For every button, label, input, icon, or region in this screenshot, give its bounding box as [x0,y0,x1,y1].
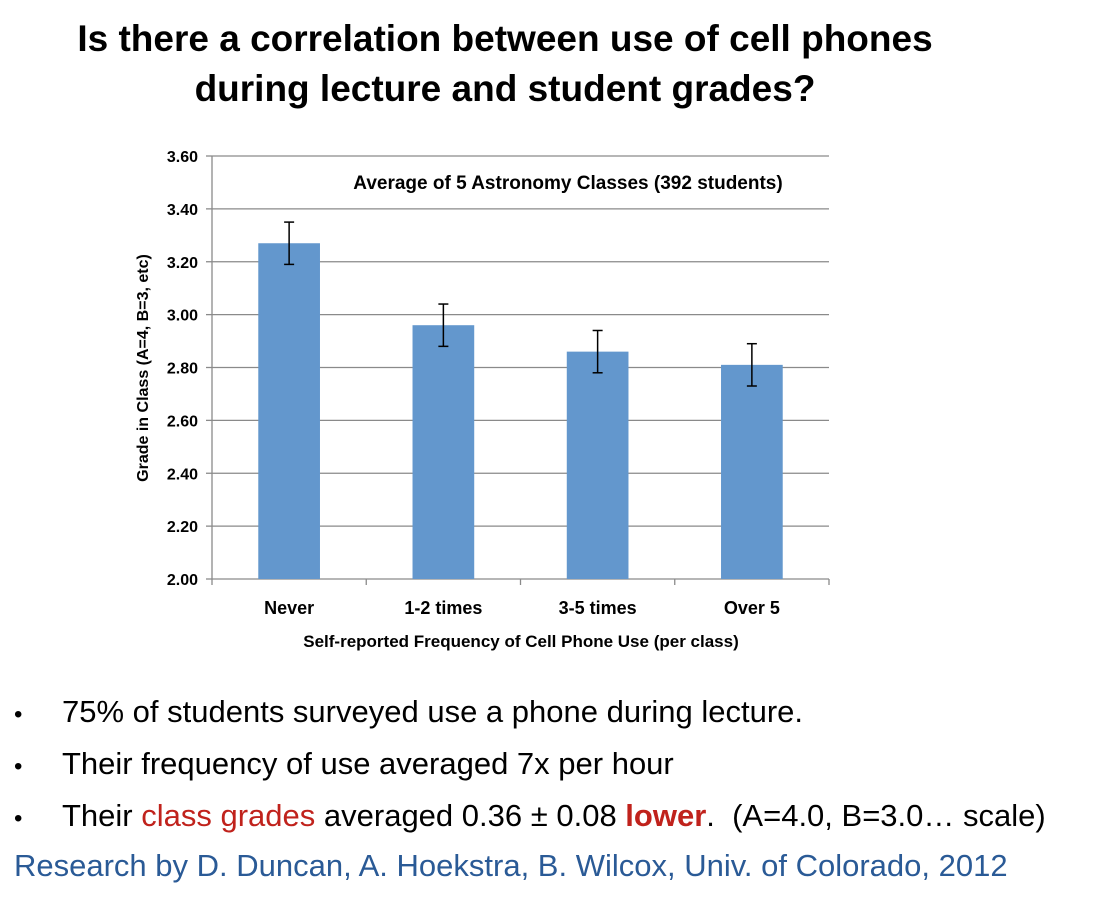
x-tick-label: 1-2 times [404,598,482,618]
bullet-item: • Their frequency of use averaged 7x per… [14,746,1094,798]
y-tick-label: 3.00 [167,308,198,325]
y-axis-label: Grade in Class (A=4, B=3, etc) [135,254,152,482]
y-tick-label: 3.20 [167,255,198,272]
bullet-suffix: . (A=4.0, B=3.0… scale) [706,798,1046,833]
bullet-middle: averaged 0.36 ± 0.08 [315,798,626,833]
bar-chart: 2.00 2.20 2.40 2.60 2.80 3.00 3.20 3.40 3.60 Nev… [135,149,830,651]
bullet-dot: • [14,701,23,728]
bullet-dot: • [14,753,23,780]
x-axis-label: Self-reported Frequency of Cell Phone Us… [303,632,739,651]
bar [721,364,783,579]
y-tick-label: 2.40 [167,466,198,483]
bar [258,243,320,579]
research-credit: Research by D. Duncan, A. Hoekstra, B. W… [14,848,1008,883]
bullet-text: Their class grades averaged 0.36 ± 0.08 … [62,798,1046,834]
bars [258,243,783,579]
x-tick-label: Over 5 [724,598,780,618]
bullet-item: • 75% of students surveyed use a phone d… [14,694,1094,746]
bullet-text: 75% of students surveyed use a phone dur… [62,694,804,729]
y-tick-label: 2.80 [167,361,198,378]
error-bars [284,221,757,387]
bullet-list: • 75% of students surveyed use a phone d… [14,694,1094,850]
y-tick-labels: 2.00 2.20 2.40 2.60 2.80 3.00 3.20 3.40 3.60 [167,149,198,589]
lower-emphasis: lower [625,798,707,833]
y-tick-label: 3.60 [167,149,198,166]
bar [412,325,475,579]
y-tick-label: 2.20 [167,519,198,536]
bullet-item: • Their class grades averaged 0.36 ± 0.0… [14,798,1094,850]
bullet-dot: • [14,805,23,832]
bullet-text: Their frequency of use averaged 7x per h… [62,746,674,781]
slide-title: Is there a correlation between use of ce… [0,14,1010,114]
title-line-2: during lecture and student grades? [194,68,816,109]
y-tick-label: 2.00 [167,572,198,589]
y-tick-label: 2.60 [167,413,198,430]
class-grades-highlight: class grades [141,798,316,833]
bullet-prefix: Their [62,798,142,833]
title-line-1: Is there a correlation between use of ce… [77,18,933,59]
x-tick-labels: Never 1-2 times 3-5 times Over 5 [264,598,780,618]
y-tick-label: 3.40 [167,202,198,219]
bar [566,351,629,579]
x-tick-label: 3-5 times [559,598,637,618]
chart-title: Average of 5 Astronomy Classes (392 stud… [353,173,782,194]
x-tick-label: Never [264,598,314,618]
